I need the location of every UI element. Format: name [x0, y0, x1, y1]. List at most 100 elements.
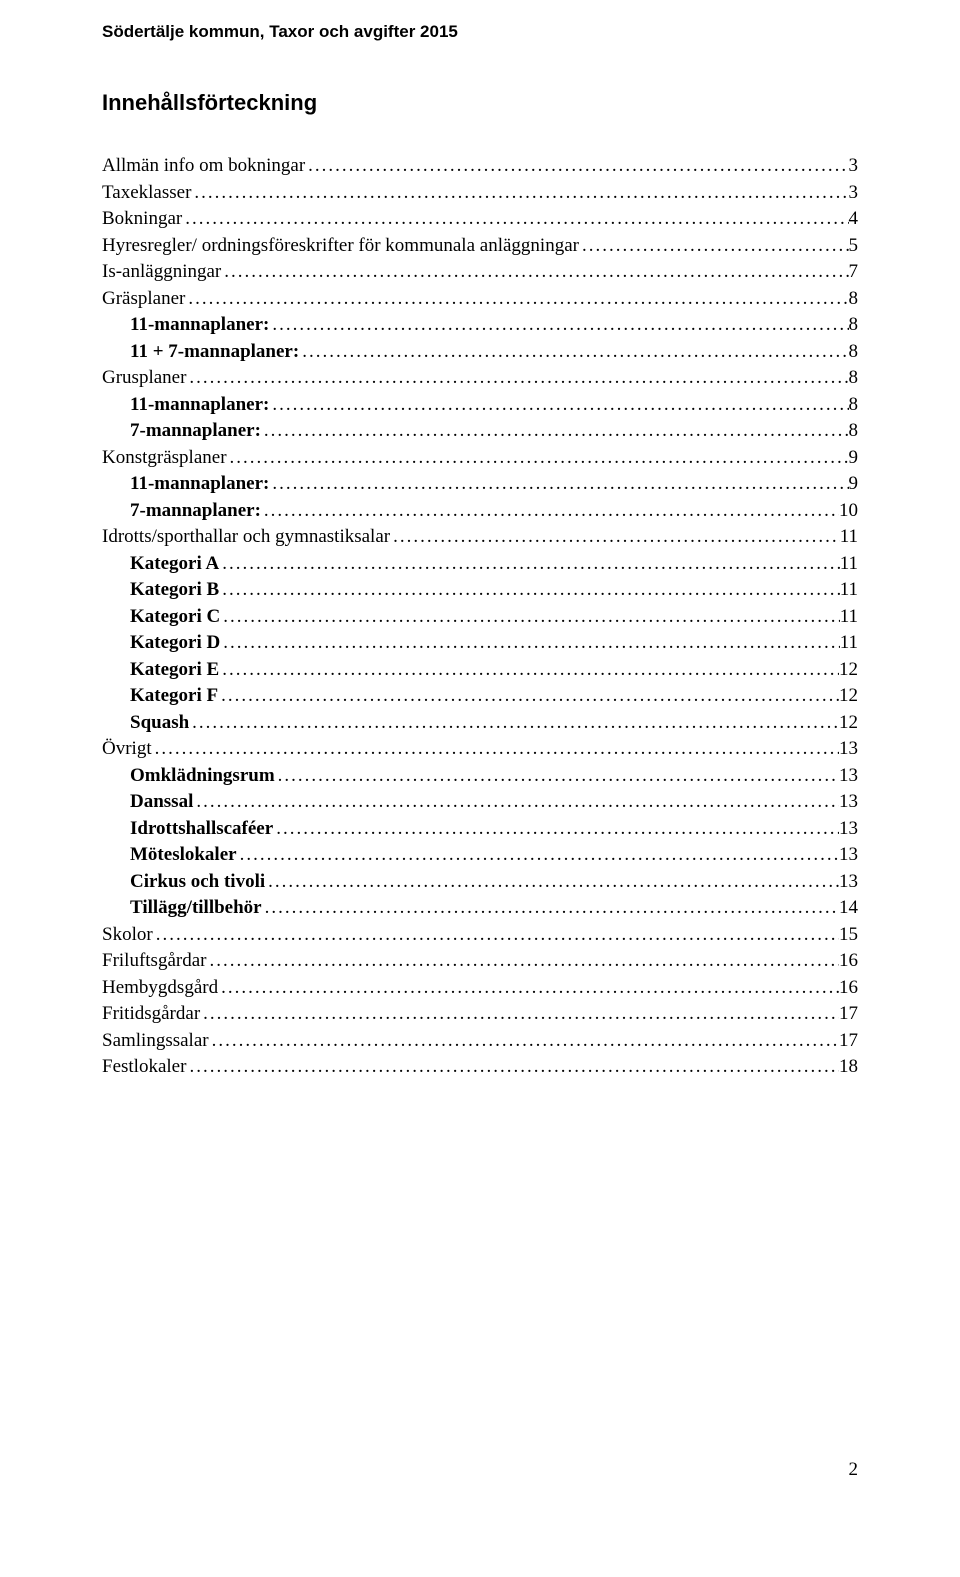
toc-entry-label: Friluftsgårdar	[102, 951, 206, 970]
toc-entry[interactable]: 7-mannaplaner: 10	[102, 501, 858, 520]
toc-leader-dots	[299, 342, 848, 361]
toc-entry-label: Övrigt	[102, 739, 152, 758]
toc-leader-dots	[191, 183, 848, 202]
toc-entry-page: 11	[840, 554, 858, 573]
toc-leader-dots	[186, 368, 848, 387]
toc-entry-page: 13	[839, 819, 858, 838]
toc-entry-page: 8	[849, 315, 859, 334]
toc-entry[interactable]: 7-mannaplaner:8	[102, 421, 858, 440]
toc-entry[interactable]: Is-anläggningar7	[102, 262, 858, 281]
toc-entry-page: 9	[849, 474, 859, 493]
toc-entry[interactable]: 11-mannaplaner:8	[102, 315, 858, 334]
toc-entry-label: 11-mannaplaner:	[102, 474, 269, 493]
toc-entry-label: Gräsplaner	[102, 289, 185, 308]
toc-entry-label: Bokningar	[102, 209, 182, 228]
toc-leader-dots	[218, 978, 839, 997]
toc-entry[interactable]: Kategori C11	[102, 607, 858, 626]
toc-entry-label: 7-mannaplaner:	[102, 421, 261, 440]
toc-entry[interactable]: Övrigt13	[102, 739, 858, 758]
toc-entry-page: 18	[839, 1057, 858, 1076]
toc-leader-dots	[189, 713, 839, 732]
toc-entry[interactable]: Danssal13	[102, 792, 858, 811]
toc-leader-dots	[193, 792, 839, 811]
toc-entry-label: Idrottshallscaféer	[102, 819, 273, 838]
toc-leader-dots	[305, 156, 848, 175]
toc-leader-dots	[220, 633, 839, 652]
toc-leader-dots	[237, 845, 839, 864]
toc-entry-label: Möteslokaler	[102, 845, 237, 864]
toc-entry[interactable]: Möteslokaler13	[102, 845, 858, 864]
toc-entry-page: 12	[839, 660, 858, 679]
toc-entry-page: 3	[849, 156, 859, 175]
page-number: 2	[849, 1459, 859, 1481]
toc-entry-page: 8	[849, 289, 859, 308]
toc-entry[interactable]: Kategori E12	[102, 660, 858, 679]
toc-entry[interactable]: Omklädningsrum13	[102, 766, 858, 785]
toc-leader-dots	[200, 1004, 839, 1023]
toc-entry[interactable]: Tillägg/tillbehör 14	[102, 898, 858, 917]
toc-entry[interactable]: Hembygdsgård16	[102, 978, 858, 997]
toc-leader-dots	[219, 554, 840, 573]
toc-entry-page: 16	[839, 978, 858, 997]
toc-entry-label: Kategori F	[102, 686, 218, 705]
toc-entry[interactable]: Konstgräsplaner9	[102, 448, 858, 467]
toc-entry[interactable]: Squash 12	[102, 713, 858, 732]
toc-entry[interactable]: Grusplaner 8	[102, 368, 858, 387]
toc-entry[interactable]: Gräsplaner 8	[102, 289, 858, 308]
toc-entry[interactable]: Hyresregler/ ordningsföreskrifter för ko…	[102, 236, 858, 255]
toc-entry[interactable]: Taxeklasser3	[102, 183, 858, 202]
toc-leader-dots	[579, 236, 849, 255]
toc-entry-page: 17	[839, 1004, 858, 1023]
toc-entry-label: Kategori B	[102, 580, 219, 599]
toc-entry[interactable]: Samlingssalar17	[102, 1031, 858, 1050]
toc-entry-label: Grusplaner	[102, 368, 186, 387]
toc-entry-page: 12	[839, 713, 858, 732]
toc-entry[interactable]: 11-mannaplaner: 9	[102, 474, 858, 493]
toc-entry[interactable]: Fritidsgårdar17	[102, 1004, 858, 1023]
toc-entry[interactable]: Skolor 15	[102, 925, 858, 944]
toc-leader-dots	[153, 925, 839, 944]
toc-leader-dots	[218, 686, 839, 705]
toc-entry-page: 12	[839, 686, 858, 705]
toc-entry[interactable]: Cirkus och tivoli 13	[102, 872, 858, 891]
toc-entry[interactable]: Idrottshallscaféer 13	[102, 819, 858, 838]
toc-entry-page: 3	[849, 183, 859, 202]
toc-entry-page: 14	[839, 898, 858, 917]
toc-entry-page: 10	[839, 501, 858, 520]
toc-entry[interactable]: Kategori F 12	[102, 686, 858, 705]
toc-entry-label: 7-mannaplaner:	[102, 501, 261, 520]
toc-entry[interactable]: Friluftsgårdar16	[102, 951, 858, 970]
toc-leader-dots	[261, 421, 849, 440]
toc-entry-label: Idrotts/sporthallar och gymnastiksalar	[102, 527, 390, 546]
toc-entry-label: Is-anläggningar	[102, 262, 221, 281]
toc-entry[interactable]: 11-mannaplaner:8	[102, 395, 858, 414]
toc-entry[interactable]: Kategori B11	[102, 580, 858, 599]
toc-entry-label: Skolor	[102, 925, 153, 944]
toc-leader-dots	[261, 501, 839, 520]
toc-entry-label: 11-mannaplaner:	[102, 395, 269, 414]
toc-entry[interactable]: Kategori D11	[102, 633, 858, 652]
toc-entry-label: Omklädningsrum	[102, 766, 275, 785]
toc-entry-label: Samlingssalar	[102, 1031, 209, 1050]
toc-leader-dots	[206, 951, 839, 970]
toc-entry-page: 13	[839, 792, 858, 811]
toc-entry-page: 11	[840, 527, 858, 546]
toc-entry[interactable]: Allmän info om bokningar3	[102, 156, 858, 175]
document-page: Södertälje kommun, Taxor och avgifter 20…	[0, 0, 960, 1577]
toc-entry-label: Squash	[102, 713, 189, 732]
toc-entry[interactable]: Idrotts/sporthallar och gymnastiksalar 11	[102, 527, 858, 546]
toc-leader-dots	[209, 1031, 839, 1050]
toc-entry[interactable]: Festlokaler18	[102, 1057, 858, 1076]
toc-entry-page: 13	[839, 872, 858, 891]
toc-entry-label: Kategori A	[102, 554, 219, 573]
toc-leader-dots	[185, 289, 848, 308]
toc-entry[interactable]: Kategori A 11	[102, 554, 858, 573]
toc-entry-page: 8	[849, 368, 859, 387]
toc-entry[interactable]: 11 + 7-mannaplaner:8	[102, 342, 858, 361]
toc-leader-dots	[219, 660, 839, 679]
toc-entry-label: Cirkus och tivoli	[102, 872, 265, 891]
toc-entry[interactable]: Bokningar4	[102, 209, 858, 228]
toc-entry-label: Tillägg/tillbehör	[102, 898, 262, 917]
toc-entry-page: 11	[840, 607, 858, 626]
toc-entry-page: 15	[839, 925, 858, 944]
